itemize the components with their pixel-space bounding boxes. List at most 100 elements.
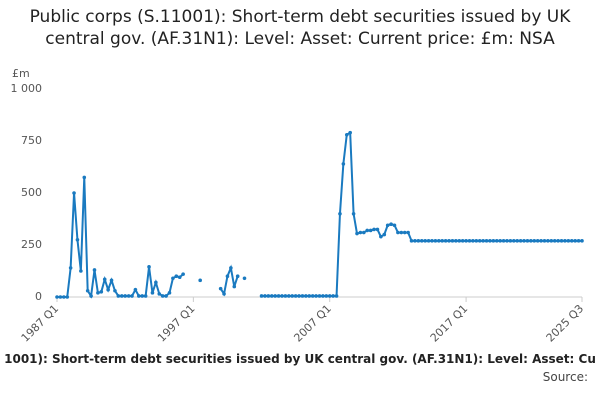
data-point: [119, 294, 124, 298]
data-point: [389, 222, 393, 226]
data-point: [471, 239, 475, 243]
data-point: [280, 294, 284, 298]
data-point: [426, 239, 431, 243]
data-point: [409, 239, 414, 243]
data-point: [477, 239, 482, 243]
data-point: [79, 269, 83, 273]
data-point: [266, 294, 271, 298]
data-point: [460, 239, 465, 243]
data-point: [491, 239, 496, 243]
data-point: [379, 234, 383, 239]
data-point: [338, 212, 342, 216]
data-point: [218, 286, 223, 291]
data-point: [454, 239, 458, 243]
data-point: [137, 294, 141, 298]
data-point: [314, 294, 318, 298]
data-point: [55, 295, 59, 299]
data-point: [433, 239, 438, 243]
data-point: [293, 294, 298, 298]
data-point: [525, 239, 530, 243]
data-point: [324, 294, 329, 298]
data-point: [508, 239, 513, 243]
x-tick-label: 2007 Q1: [291, 302, 334, 345]
data-point: [512, 239, 516, 243]
data-point: [430, 239, 434, 243]
data-point: [501, 239, 506, 243]
data-point: [157, 292, 162, 296]
data-point: [382, 232, 387, 237]
data-point: [331, 294, 335, 298]
data-point: [481, 239, 485, 243]
data-point: [133, 287, 138, 292]
data-point: [276, 294, 281, 298]
data-point: [126, 294, 131, 298]
x-tick-label: 2025 Q3: [544, 302, 587, 345]
data-point: [334, 294, 339, 298]
data-point: [242, 276, 247, 281]
data-point: [164, 294, 168, 298]
data-point: [518, 239, 523, 243]
data-point: [344, 132, 349, 137]
data-point: [358, 230, 363, 235]
data-point: [464, 239, 468, 243]
data-point: [123, 294, 127, 298]
data-point: [467, 239, 472, 243]
data-point: [160, 294, 165, 298]
data-point: [130, 294, 134, 298]
y-tick-label: 0: [35, 290, 42, 303]
data-point: [474, 239, 479, 243]
data-point: [109, 278, 114, 283]
data-point: [181, 272, 185, 276]
data-point: [198, 278, 202, 283]
data-point: [307, 294, 312, 298]
data-point: [92, 268, 97, 272]
data-point: [450, 239, 455, 243]
data-point: [423, 239, 427, 243]
data-point: [225, 274, 230, 279]
data-point: [150, 291, 155, 295]
data-point: [419, 239, 424, 243]
source: Source:: [542, 370, 588, 384]
data-point: [62, 295, 66, 299]
y-tick-label: 750: [21, 134, 42, 147]
data-point: [273, 294, 277, 298]
data-point: [143, 294, 148, 298]
data-point: [341, 162, 346, 166]
data-point: [532, 239, 537, 243]
data-point: [116, 294, 121, 298]
y-tick-label: 500: [21, 186, 42, 199]
data-point: [569, 239, 574, 243]
data-point: [106, 287, 110, 292]
data-point: [147, 265, 151, 269]
data-point: [437, 239, 441, 243]
data-point: [399, 230, 404, 235]
data-point: [75, 238, 80, 242]
data-point: [396, 230, 400, 235]
data-point: [222, 292, 226, 296]
data-point: [365, 228, 370, 233]
data-point: [515, 239, 520, 243]
data-point: [177, 275, 182, 280]
data-point: [440, 239, 445, 243]
data-point: [321, 294, 325, 298]
data-point: [580, 239, 584, 243]
data-point: [102, 277, 107, 282]
data-point: [549, 239, 554, 243]
data-point: [65, 295, 70, 299]
data-point: [229, 266, 233, 270]
data-point: [505, 239, 509, 243]
data-point: [375, 227, 380, 232]
data-point: [99, 290, 104, 294]
series-line: [57, 130, 582, 299]
data-point: [154, 280, 158, 285]
data-point: [457, 239, 462, 243]
data-point: [82, 175, 87, 180]
data-point: [522, 239, 526, 243]
y-tick-label: 250: [21, 238, 42, 251]
data-point: [559, 239, 564, 243]
data-point: [447, 239, 451, 243]
data-point: [235, 274, 240, 279]
data-point: [72, 191, 76, 195]
